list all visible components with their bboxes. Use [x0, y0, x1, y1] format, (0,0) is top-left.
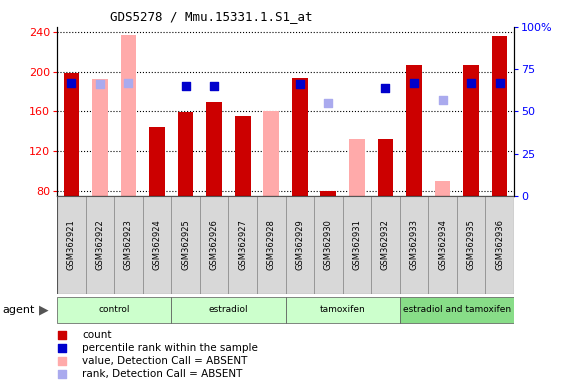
Bar	[57, 297, 171, 323]
Text: percentile rank within the sample: percentile rank within the sample	[82, 343, 258, 353]
Point	[57, 332, 66, 338]
Point	[57, 371, 66, 377]
Bar	[406, 65, 422, 196]
Point	[95, 81, 104, 88]
Text: GSM362921: GSM362921	[67, 219, 76, 270]
Point	[324, 100, 333, 106]
Bar	[292, 78, 308, 196]
Bar	[314, 196, 343, 294]
Bar	[92, 79, 108, 196]
Bar	[149, 127, 165, 196]
Text: GSM362934: GSM362934	[438, 219, 447, 270]
Bar	[428, 196, 457, 294]
Bar	[114, 196, 143, 294]
Text: GSM362927: GSM362927	[238, 219, 247, 270]
Bar	[120, 35, 136, 196]
Bar	[463, 65, 479, 196]
Bar	[349, 139, 365, 196]
Point	[57, 345, 66, 351]
Text: GSM362933: GSM362933	[409, 219, 419, 270]
Text: ▶: ▶	[39, 303, 49, 316]
Text: GSM362932: GSM362932	[381, 219, 390, 270]
Text: GSM362936: GSM362936	[495, 219, 504, 270]
Text: GSM362924: GSM362924	[152, 219, 162, 270]
Bar	[63, 73, 79, 196]
Text: GSM362931: GSM362931	[352, 219, 361, 270]
Point	[381, 84, 390, 91]
Text: control: control	[98, 305, 130, 314]
Bar	[485, 196, 514, 294]
Bar	[343, 196, 371, 294]
Bar	[206, 103, 222, 196]
Point	[210, 83, 219, 89]
Bar	[235, 116, 251, 196]
Bar	[263, 111, 279, 196]
Point	[467, 79, 476, 86]
Text: GSM362926: GSM362926	[210, 219, 219, 270]
Bar	[257, 196, 286, 294]
Text: estradiol and tamoxifen: estradiol and tamoxifen	[403, 305, 511, 314]
Text: GSM362922: GSM362922	[95, 219, 104, 270]
Bar	[400, 196, 428, 294]
Text: GSM362935: GSM362935	[467, 219, 476, 270]
Bar	[435, 181, 451, 196]
Bar	[178, 113, 194, 196]
Text: tamoxifen: tamoxifen	[320, 305, 365, 314]
Text: estradiol: estradiol	[208, 305, 248, 314]
Text: value, Detection Call = ABSENT: value, Detection Call = ABSENT	[82, 356, 248, 366]
Bar	[143, 196, 171, 294]
Bar	[171, 196, 200, 294]
Text: GSM362923: GSM362923	[124, 219, 133, 270]
Text: GSM362928: GSM362928	[267, 219, 276, 270]
Text: count: count	[82, 330, 112, 340]
Point	[295, 81, 304, 88]
Bar	[457, 196, 485, 294]
Bar	[57, 196, 86, 294]
Point	[124, 79, 133, 86]
Point	[409, 79, 419, 86]
Text: GSM362929: GSM362929	[295, 219, 304, 270]
Point	[181, 83, 190, 89]
Bar	[492, 36, 508, 196]
Bar	[228, 196, 257, 294]
Point	[57, 358, 66, 364]
Bar	[400, 297, 514, 323]
Bar	[286, 297, 400, 323]
Bar	[377, 139, 393, 196]
Point	[67, 79, 76, 86]
Bar	[86, 196, 114, 294]
Text: GSM362925: GSM362925	[181, 219, 190, 270]
Bar	[200, 196, 228, 294]
Text: GSM362930: GSM362930	[324, 219, 333, 270]
Point	[495, 79, 504, 86]
Bar	[171, 297, 286, 323]
Bar	[371, 196, 400, 294]
Bar	[286, 196, 314, 294]
Text: rank, Detection Call = ABSENT: rank, Detection Call = ABSENT	[82, 369, 243, 379]
Bar	[320, 191, 336, 196]
Text: agent: agent	[3, 305, 35, 314]
Text: GDS5278 / Mmu.15331.1.S1_at: GDS5278 / Mmu.15331.1.S1_at	[110, 10, 312, 23]
Point	[438, 96, 447, 103]
